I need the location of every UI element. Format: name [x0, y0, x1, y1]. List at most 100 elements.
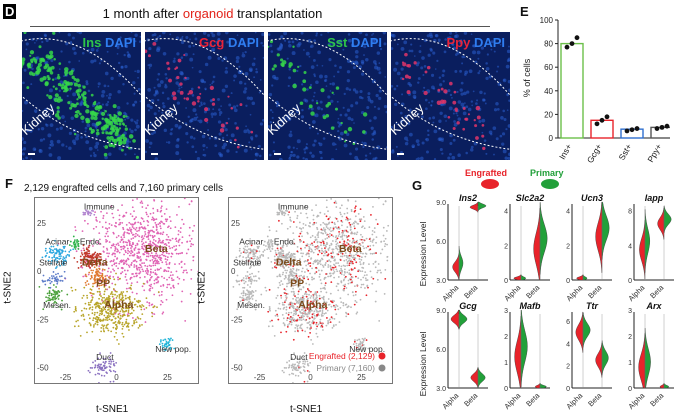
nucleus	[466, 90, 470, 94]
cell-point	[335, 268, 338, 271]
nucleus	[330, 158, 335, 160]
nucleus	[329, 90, 332, 92]
cell-point	[312, 214, 315, 217]
cell-point	[140, 223, 142, 226]
cell-point	[295, 275, 298, 277]
cell-point	[110, 313, 113, 316]
nucleus	[56, 139, 61, 144]
cell-point	[85, 284, 88, 287]
cell-point	[158, 343, 161, 346]
cell-point	[255, 250, 258, 253]
cell-point	[245, 251, 248, 254]
cell-point	[332, 269, 335, 271]
nucleus	[441, 152, 444, 155]
replicate-point	[664, 123, 670, 129]
nucleus	[505, 128, 508, 131]
cell-point	[285, 258, 287, 260]
cell-point	[164, 218, 167, 221]
cell-point	[179, 227, 182, 229]
nucleus	[417, 77, 421, 80]
cell-point	[290, 253, 293, 255]
cell-point	[117, 320, 120, 323]
nucleus	[58, 89, 61, 92]
cell-point	[156, 306, 158, 309]
cell-point	[130, 264, 133, 266]
nucleus	[290, 111, 294, 115]
cell-point	[83, 252, 86, 255]
cell-point	[339, 255, 342, 258]
cell-point	[77, 325, 80, 328]
stain-signal	[108, 120, 113, 124]
cell-point	[91, 367, 94, 369]
cell-point	[285, 367, 288, 369]
cell-point	[285, 298, 288, 301]
cell-point	[112, 276, 115, 278]
cell-point	[350, 262, 353, 265]
cell-point	[312, 251, 315, 254]
cell-point	[128, 298, 131, 301]
cell-point	[136, 316, 139, 319]
cell-point	[99, 310, 101, 312]
cell-point	[323, 286, 326, 289]
cell-point	[268, 248, 271, 250]
cell-point	[155, 252, 158, 255]
nucleus	[372, 60, 377, 64]
cell-point	[141, 245, 143, 248]
cell-point	[168, 216, 171, 218]
cell-point	[144, 246, 147, 249]
cell-point	[106, 372, 108, 375]
cell-point	[91, 265, 93, 267]
cell-point	[130, 247, 132, 250]
nucleus	[438, 76, 442, 79]
cell-point	[325, 241, 328, 244]
cell-point	[131, 199, 134, 202]
nucleus	[410, 49, 414, 53]
cell-point	[380, 240, 383, 243]
cell-point	[122, 226, 124, 229]
cell-point	[341, 269, 343, 272]
cell-point	[106, 288, 109, 291]
stain-signal	[105, 124, 109, 129]
nucleus	[472, 90, 475, 93]
cell-point	[301, 329, 304, 332]
cell-point	[314, 272, 317, 275]
cell-point	[325, 301, 328, 304]
nucleus	[449, 133, 453, 138]
cell-point	[297, 296, 300, 299]
cell-point	[278, 273, 281, 276]
cell-point	[54, 239, 56, 242]
nucleus	[147, 88, 152, 92]
cell-point	[320, 241, 323, 244]
nucleus	[407, 81, 411, 86]
cell-point	[280, 262, 283, 265]
cell-point	[153, 293, 156, 296]
cell-point	[190, 200, 193, 203]
nucleus	[147, 109, 151, 112]
nucleus	[476, 99, 479, 102]
cell-point	[57, 249, 60, 252]
cell-point	[346, 217, 349, 220]
replicate-point	[564, 44, 570, 50]
cell-point	[299, 212, 302, 215]
nucleus	[218, 110, 223, 115]
cell-point	[77, 248, 80, 250]
nucleus	[361, 141, 364, 144]
cell-point	[108, 360, 111, 363]
cell-point	[53, 255, 56, 258]
cell-point	[159, 249, 162, 251]
nucleus	[287, 117, 292, 122]
cell-point	[243, 250, 246, 253]
cell-point	[95, 273, 98, 276]
cell-point	[137, 248, 140, 251]
nucleus	[428, 117, 432, 120]
cell-point	[338, 230, 340, 233]
nucleus	[35, 56, 38, 60]
cell-point	[311, 316, 314, 319]
cell-point	[138, 324, 141, 327]
cell-point	[52, 284, 55, 286]
nucleus	[50, 109, 54, 113]
cell-point	[341, 232, 344, 234]
cell-point	[100, 303, 102, 305]
cell-point	[101, 268, 104, 271]
nucleus	[423, 65, 427, 68]
